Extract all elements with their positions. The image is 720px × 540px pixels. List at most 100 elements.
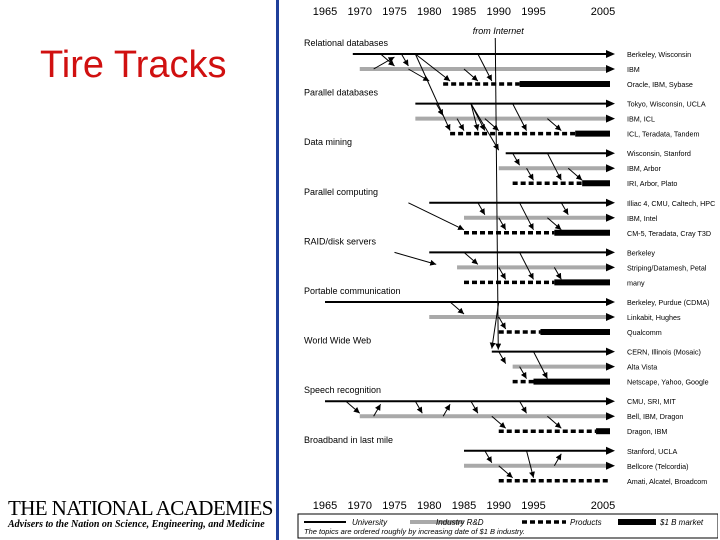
year-tick-label: 1990 <box>487 500 511 512</box>
influence-arrow <box>491 415 507 429</box>
category-name: Speech recognition <box>304 385 381 395</box>
influence-arrow <box>470 400 479 414</box>
track-label: IBM, ICL <box>627 115 655 124</box>
category-group: Speech recognition CMU, SRI, MIT Bell, IBM… <box>304 385 683 436</box>
track-arrowhead <box>606 397 615 406</box>
track-arrowhead <box>606 99 615 108</box>
track-label: ICL, Teradata, Tandem <box>627 130 699 139</box>
influence-arrow <box>477 53 493 82</box>
tire-tracks-chart: 1965 1970 1975 1980 1985 1990 1995 2005 from Int… <box>297 6 718 539</box>
track-arrowhead <box>606 50 615 58</box>
track-label: Dragon, IBM <box>627 427 667 436</box>
influence-arrow <box>547 217 562 231</box>
influence-arrow <box>519 252 534 280</box>
influence-arrow <box>547 415 562 429</box>
track-arrowhead <box>606 362 615 371</box>
track-label: Bellcore (Telcordia) <box>627 462 689 471</box>
influence-arrow <box>380 53 395 67</box>
track-label: Striping/Datamesh, Petal <box>627 263 707 272</box>
category-name: Broadband in last mile <box>304 435 393 445</box>
influence-arrow <box>477 202 486 216</box>
influence-arrow <box>470 103 480 131</box>
track-label: IBM, Intel <box>627 214 658 223</box>
legend-label: University <box>352 518 388 527</box>
bottom-year-axis: 1965 1970 1975 1980 1985 1990 1995 2005 <box>313 500 615 512</box>
legend-footnote: The topics are ordered roughly by increa… <box>304 527 525 536</box>
influence-arrow <box>498 351 507 364</box>
influence-arrow <box>526 167 534 181</box>
influence-arrow <box>484 450 493 464</box>
track-label: Berkeley, Purdue (CDMA) <box>627 298 710 307</box>
influence-arrow <box>401 53 409 67</box>
category-name: Parallel computing <box>304 187 378 197</box>
category-name: Parallel databases <box>304 88 379 98</box>
legend-label: $1 B market <box>659 518 704 527</box>
influence-arrow <box>560 202 569 216</box>
influence-arrow <box>498 267 507 280</box>
cross-influence-arrow <box>470 103 500 151</box>
influence-arrow <box>463 68 479 82</box>
track-arrowhead <box>606 461 615 470</box>
year-tick-label: 1995 <box>521 6 545 18</box>
influence-arrow <box>415 53 451 82</box>
year-tick-label: 1985 <box>452 500 476 512</box>
influence-arrow <box>547 118 562 131</box>
organization-tagline: Advisers to the Nation on Science, Engin… <box>8 519 265 530</box>
influence-arrow <box>456 118 465 131</box>
category-name: Portable communication <box>304 286 401 296</box>
track-arrowhead <box>606 149 615 158</box>
category-name: Data mining <box>304 137 352 147</box>
track-label: Berkeley, Wisconsin <box>627 50 691 59</box>
influence-arrow <box>449 301 465 315</box>
category-group: Portable communication Berkeley, Purdue (… <box>304 286 710 337</box>
influence-arrow <box>553 453 562 467</box>
track-arrowhead <box>606 248 615 257</box>
influence-arrow <box>498 465 513 479</box>
organization-logo: THE NATIONAL ACADEMIES Advisers to the N… <box>8 497 273 530</box>
influence-arrow <box>373 56 395 70</box>
track-label: Stanford, UCLA <box>627 447 678 456</box>
track-label: IBM <box>627 65 640 74</box>
category-group: World Wide Web CERN, Illinois (Mosaic) Alt… <box>304 336 709 387</box>
cross-influence-arrow <box>414 53 451 131</box>
track-label: Tokyo, Wisconsin, UCLA <box>627 100 706 109</box>
legend-box <box>297 513 718 539</box>
year-tick-label: 2005 <box>591 500 615 512</box>
legend-label: Industry R&D <box>436 518 484 527</box>
influence-arrow <box>546 152 562 181</box>
cross-influence-arrow <box>394 251 437 266</box>
track-label: CM-5, Teradata, Cray T3D <box>627 229 711 238</box>
influence-arrows <box>345 37 583 479</box>
influence-arrow <box>512 103 527 131</box>
influence-arrow <box>373 403 382 417</box>
category-tracks: Relational databases Berkeley, Wisconsin I… <box>304 38 715 486</box>
influence-arrow <box>519 366 527 379</box>
influence-arrow <box>442 403 451 417</box>
category-name: World Wide Web <box>304 336 371 346</box>
influence-arrow <box>463 252 479 265</box>
track-label: IRI, Arbor, Plato <box>627 179 677 188</box>
category-name: Relational databases <box>304 38 389 48</box>
category-group: RAID/disk servers Berkeley Striping/Datame… <box>304 236 707 287</box>
track-label: Wisconsin, Stanford <box>627 149 691 158</box>
category-group: Relational databases Berkeley, Wisconsin I… <box>304 38 693 89</box>
track-arrowhead <box>606 347 615 356</box>
influence-arrow <box>498 217 507 231</box>
track-arrowhead <box>606 298 615 306</box>
year-tick-label: 1995 <box>521 500 545 512</box>
divider-rule <box>276 0 279 540</box>
influence-arrow <box>345 400 361 414</box>
track-label: Oracle, IBM, Sybase <box>627 80 693 89</box>
year-tick-label: 1970 <box>348 500 372 512</box>
track-arrowhead <box>606 263 615 272</box>
influence-arrow <box>519 202 534 231</box>
track-arrowhead <box>606 65 615 73</box>
track-arrowhead <box>606 313 615 321</box>
track-label: Linkabit, Hughes <box>627 313 681 322</box>
track-arrowhead <box>606 198 615 207</box>
influence-arrow <box>408 68 430 82</box>
track-label: Illiac 4, CMU, Caltech, HPC <box>627 199 715 208</box>
influence-arrow <box>512 152 521 166</box>
year-tick-label: 1980 <box>417 6 441 18</box>
year-tick-label: 1975 <box>382 6 406 18</box>
